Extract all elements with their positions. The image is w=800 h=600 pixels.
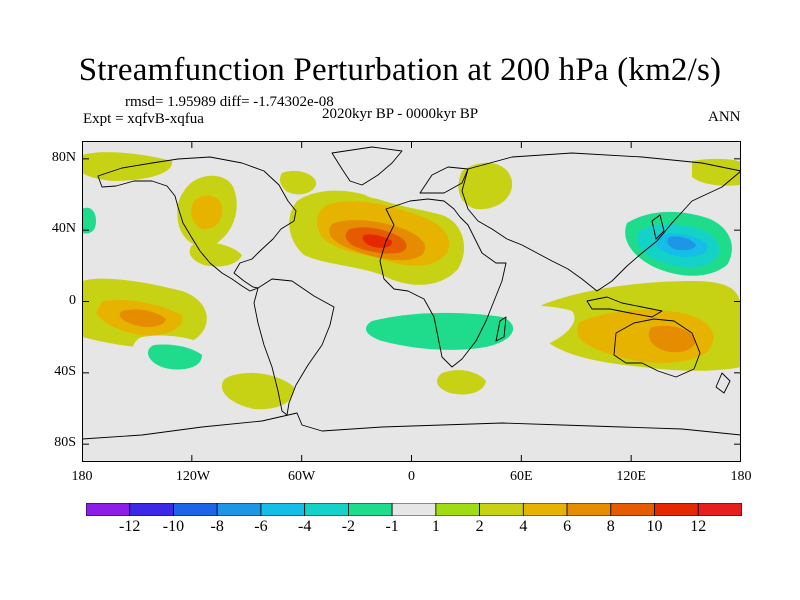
- colorbar-swatch-3: [173, 503, 218, 516]
- colorbar-label--12: -12: [119, 518, 141, 535]
- north-america-high-contour-4: [458, 162, 513, 210]
- greenland-coast: [331, 146, 403, 186]
- lon-label-120E: 120E: [616, 469, 646, 484]
- east-pacific-low-contour-2: [82, 207, 96, 234]
- colorbar-label--4: -4: [297, 518, 312, 535]
- plot-title: Streamfunction Perturbation at 200 hPa (…: [78, 52, 722, 88]
- colorbar-label--8: -8: [210, 518, 224, 535]
- east-pacific-low-contour-5: [520, 178, 584, 207]
- antarctica-coast: [82, 412, 741, 440]
- experiment-label: Expt = xqfvB-xqfua: [83, 111, 204, 127]
- colorbar-swatch-12: [566, 503, 612, 516]
- colorbar-swatch-13: [610, 503, 655, 516]
- colorbar-swatch-15: [697, 503, 742, 516]
- south-pacific-high-contour-3: [119, 309, 166, 327]
- colorbar-label-4: 4: [519, 518, 528, 535]
- colorbar-swatch-7: [347, 503, 393, 516]
- australia-high-contour-3: [648, 325, 696, 353]
- colorbar-swatch-14: [654, 503, 699, 516]
- colorbar-label-6: 6: [563, 518, 572, 535]
- colorbar-swatch-1: [86, 503, 131, 516]
- east-pacific-low-contour-4: [360, 181, 422, 201]
- stats-text: rmsd= 1.95989 diff= -1.74302e-08: [125, 94, 334, 110]
- new-zealand-coast: [715, 372, 731, 394]
- colorbar-swatch-10: [479, 503, 524, 516]
- australia-coast: [613, 318, 701, 378]
- colorbar-swatch-11: [522, 503, 568, 516]
- colorbar-label--2: -2: [341, 518, 356, 535]
- colorbar-label--10: -10: [162, 518, 185, 535]
- colorbar-label--1: -1: [385, 518, 399, 535]
- north-america-high-contour-3: [279, 170, 317, 195]
- lon-label-60W: 60W: [288, 469, 316, 484]
- colorbar-swatch-5: [260, 503, 306, 516]
- colorbar-label-10: 10: [646, 518, 663, 535]
- colorbar-swatch-2: [129, 503, 174, 516]
- lon-label-60E: 60E: [510, 469, 533, 484]
- coastlines: [82, 146, 741, 440]
- north-america-high-contour-2: [191, 195, 223, 230]
- colorbar-swatch-6: [304, 503, 349, 516]
- africa-europe-coast: [379, 198, 507, 368]
- season-label: ANN: [708, 109, 741, 125]
- colorbar-swatch-8: [391, 503, 437, 516]
- north-america-coast: [97, 156, 297, 292]
- lat-label-80N: 80N: [51, 149, 76, 165]
- map-plot: [82, 141, 741, 462]
- lat-label-0: 0: [69, 292, 76, 308]
- east-pacific-low-contour-3: [692, 158, 741, 186]
- lon-label-180: 180: [730, 469, 752, 484]
- south-pacific-low-contour-5: [506, 377, 741, 428]
- lat-label-40N: 40N: [51, 221, 76, 237]
- axis-ticks: [82, 141, 741, 462]
- east-asia-low-contour-5: [667, 236, 696, 251]
- south-pacific-low-contour-2: [148, 344, 202, 370]
- colorbar-label-1: 1: [431, 518, 440, 535]
- lon-label-120W: 120W: [175, 469, 211, 484]
- colorbar-label--6: -6: [254, 518, 268, 535]
- colorbar-swatch-9: [435, 503, 481, 516]
- asia-coast: [461, 152, 741, 292]
- lat-label-80S: 80S: [54, 435, 76, 451]
- south-america-coast: [253, 278, 335, 416]
- lon-label-0: 0: [408, 469, 415, 484]
- east-pacific-low-contour-7: [189, 242, 242, 267]
- period-label: 2020kyr BP - 0000kyr BP: [322, 106, 479, 122]
- colorbar-label-12: 12: [690, 518, 707, 535]
- colorbar: [86, 503, 742, 516]
- colorbar-label-8: 8: [606, 518, 615, 535]
- colorbar-label-2: 2: [475, 518, 484, 535]
- indonesia-coast: [586, 296, 663, 318]
- lon-label-180: 180: [71, 469, 93, 484]
- south-pacific-low-contour-4: [436, 370, 486, 395]
- japan-coast: [651, 214, 665, 240]
- colorbar-swatch-4: [216, 503, 262, 516]
- madagascar-coast: [495, 316, 507, 342]
- lat-label-40S: 40S: [54, 363, 76, 379]
